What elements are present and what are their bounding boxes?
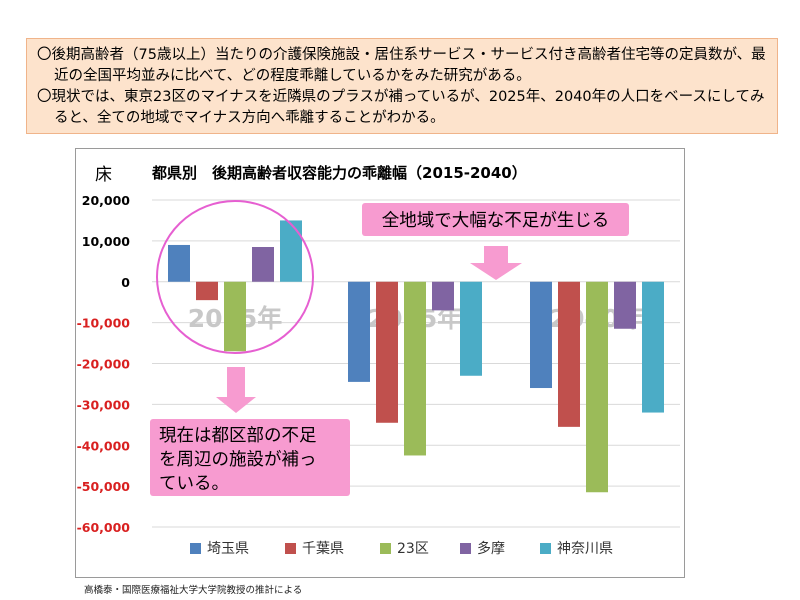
y-tick-label: -50,000: [77, 479, 131, 494]
legend-swatch: [460, 543, 471, 554]
bar-多摩: [432, 281, 454, 311]
bar-神奈川県: [280, 220, 302, 282]
bar-千葉県: [558, 281, 580, 427]
legend-label: 神奈川県: [557, 541, 613, 557]
down-arrow-icon: [470, 246, 522, 280]
annotation-text-current-line: 現在は都区部の不足: [159, 426, 317, 446]
annotation-box-all-regions: [362, 203, 629, 236]
y-tick-label: 20,000: [82, 193, 131, 208]
legend-label: 23区: [397, 541, 429, 557]
y-axis-ticks: 20,000 10,000 0 -10,000 -20,000 -30,000 -40,00…: [77, 193, 131, 535]
bar-千葉県: [196, 281, 218, 301]
legend-label: 埼玉県: [207, 541, 249, 557]
annotation-text-current-line: を周辺の施設が補っ: [159, 450, 317, 470]
y-tick-label: 10,000: [82, 234, 131, 249]
summary-box: 〇後期高齢者（75歳以上）当たりの介護保険施設・居住系サービス・サービス付き高齢…: [26, 38, 778, 134]
summary-line-1: 〇後期高齢者（75歳以上）当たりの介護保険施設・居住系サービス・サービス付き高齢…: [37, 47, 766, 84]
highlight-circle: [156, 200, 314, 354]
legend-label: 千葉県: [302, 541, 344, 557]
annotation-box-current: [150, 419, 350, 496]
bar-埼玉県: [348, 281, 370, 382]
y-tick-label: -30,000: [77, 397, 131, 412]
bar-埼玉県: [168, 244, 190, 282]
y-tick-label: -20,000: [77, 357, 131, 372]
bar-神奈川県: [460, 281, 482, 376]
bar-千葉県: [376, 281, 398, 423]
bar-埼玉県: [530, 281, 552, 389]
y-tick-label: -60,000: [77, 520, 131, 535]
bar-23区: [586, 281, 608, 493]
y-tick-label: 0: [121, 275, 130, 290]
legend-swatch: [380, 543, 391, 554]
y-tick-label: -10,000: [77, 316, 131, 331]
annotation-text-all-regions: 全地域で大幅な不足が生じる: [382, 211, 610, 231]
chart-title: 都県別 後期高齢者収容能力の乖離幅（2015-2040）: [151, 164, 527, 182]
bar-神奈川県: [642, 281, 664, 413]
source-note: 高橋泰・国際医療福祉大学大学院教授の推計による: [84, 585, 303, 596]
bars: [168, 220, 664, 493]
bar-多摩: [252, 247, 274, 282]
legend-swatch: [285, 543, 296, 554]
summary-line-2: 〇現状では、東京23区のマイナスを近隣県のプラスが補っているが、2025年、20…: [37, 89, 765, 126]
legend-swatch: [190, 543, 201, 554]
y-tick-label: -40,000: [77, 438, 131, 453]
annotation-text-current-line: ている。: [159, 474, 229, 494]
down-arrow-icon: [216, 367, 256, 413]
legend-swatch: [540, 543, 551, 554]
bar-多摩: [614, 281, 636, 329]
legend: 埼玉県 千葉県 23区 多摩 神奈川県: [190, 540, 613, 557]
y-axis-unit-label: 床: [95, 165, 112, 185]
bar-23区: [224, 281, 246, 352]
bar-23区: [404, 281, 426, 456]
legend-label: 多摩: [477, 540, 505, 557]
